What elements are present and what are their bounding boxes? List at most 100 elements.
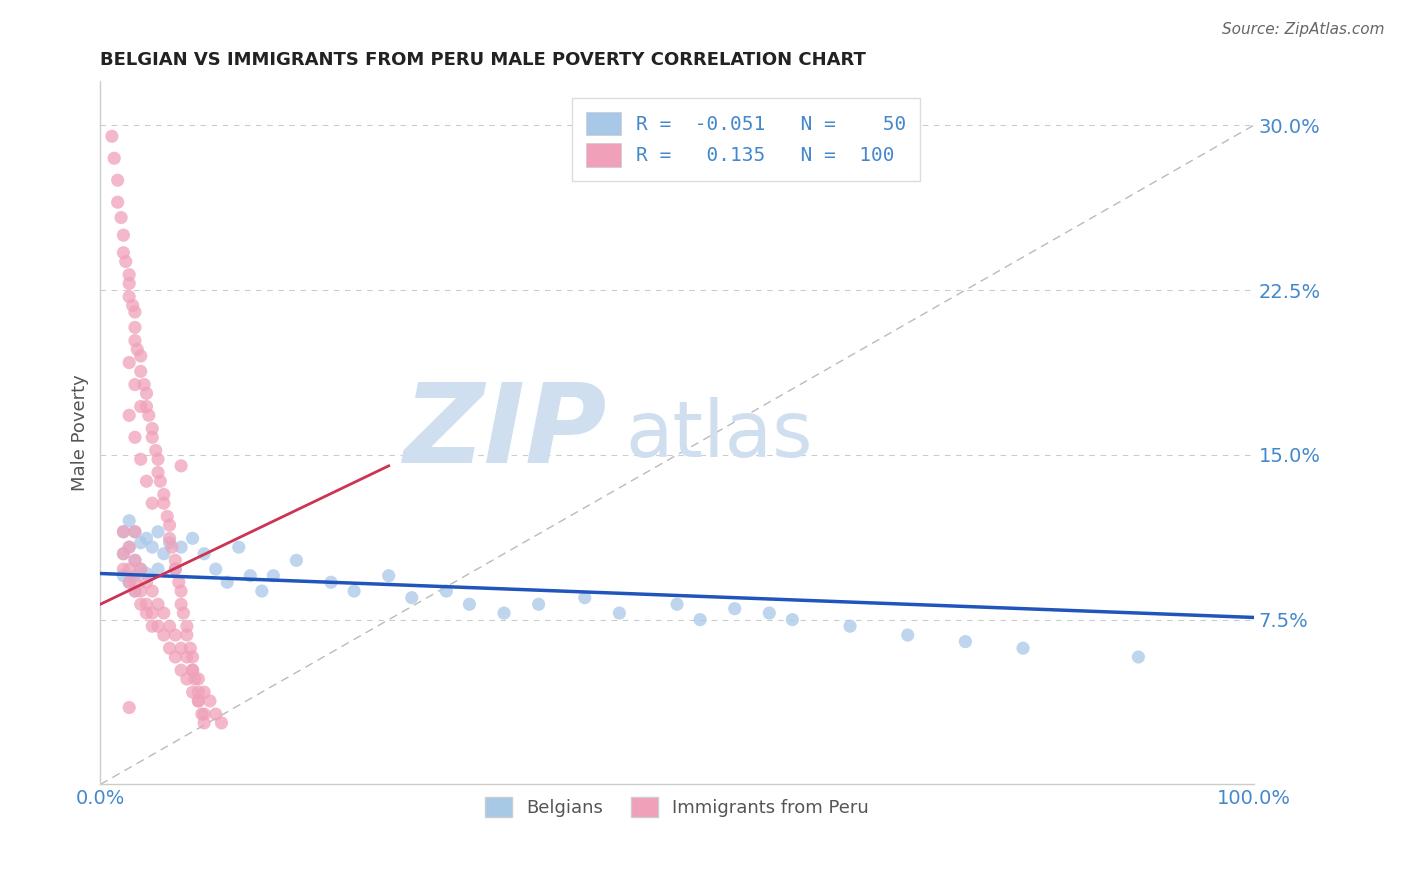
Point	[118, 700, 141, 714]
Point	[401, 591, 423, 605]
Point	[112, 547, 135, 561]
Point	[118, 540, 141, 554]
Point	[124, 524, 146, 539]
Point	[124, 553, 146, 567]
Point	[156, 509, 179, 524]
Point	[118, 562, 141, 576]
Point	[176, 672, 198, 686]
Point	[666, 597, 689, 611]
Point	[181, 532, 204, 546]
Point	[458, 597, 481, 611]
Point	[135, 606, 157, 620]
Point	[138, 409, 160, 423]
Point	[176, 650, 198, 665]
Point	[135, 386, 157, 401]
Point	[118, 268, 141, 282]
Point	[250, 584, 273, 599]
Point	[204, 707, 226, 722]
Point	[141, 606, 163, 620]
Point	[170, 458, 193, 473]
Point	[262, 568, 284, 582]
Point	[118, 355, 141, 369]
Point	[129, 562, 152, 576]
Point	[492, 606, 515, 620]
Point	[135, 566, 157, 581]
Point	[127, 343, 149, 357]
Point	[141, 619, 163, 633]
Point	[112, 228, 135, 243]
Point	[187, 694, 209, 708]
Point	[187, 694, 209, 708]
Point	[146, 562, 169, 576]
Point	[191, 707, 214, 722]
Point	[159, 641, 181, 656]
Point	[124, 377, 146, 392]
Point	[198, 694, 221, 708]
Point	[184, 672, 207, 686]
Point	[103, 151, 125, 165]
Point	[124, 430, 146, 444]
Point	[228, 540, 250, 554]
Point	[118, 409, 141, 423]
Point	[149, 474, 172, 488]
Point	[129, 452, 152, 467]
Point	[112, 245, 135, 260]
Point	[141, 584, 163, 599]
Point	[118, 290, 141, 304]
Point	[377, 568, 399, 582]
Point	[159, 532, 181, 546]
Point	[152, 547, 174, 561]
Point	[141, 540, 163, 554]
Point	[141, 430, 163, 444]
Text: ZIP: ZIP	[405, 379, 607, 486]
Point	[897, 628, 920, 642]
Point	[165, 562, 187, 576]
Point	[129, 535, 152, 549]
Point	[112, 524, 135, 539]
Point	[159, 535, 181, 549]
Point	[124, 575, 146, 590]
Point	[152, 606, 174, 620]
Point	[146, 452, 169, 467]
Point	[181, 650, 204, 665]
Point	[193, 685, 215, 699]
Text: Source: ZipAtlas.com: Source: ZipAtlas.com	[1222, 22, 1385, 37]
Point	[724, 601, 747, 615]
Point	[124, 584, 146, 599]
Point	[152, 496, 174, 510]
Point	[110, 211, 132, 225]
Point	[239, 568, 262, 582]
Point	[118, 575, 141, 590]
Point	[170, 663, 193, 677]
Point	[146, 597, 169, 611]
Point	[135, 532, 157, 546]
Point	[146, 524, 169, 539]
Point	[112, 568, 135, 582]
Point	[170, 641, 193, 656]
Point	[187, 685, 209, 699]
Point	[160, 540, 183, 554]
Point	[146, 466, 169, 480]
Point	[118, 514, 141, 528]
Point	[129, 597, 152, 611]
Point	[112, 562, 135, 576]
Point	[193, 707, 215, 722]
Text: atlas: atlas	[626, 397, 813, 473]
Point	[135, 575, 157, 590]
Point	[181, 663, 204, 677]
Point	[129, 584, 152, 599]
Point	[124, 553, 146, 567]
Point	[839, 619, 862, 633]
Point	[124, 584, 146, 599]
Point	[689, 613, 711, 627]
Point	[176, 619, 198, 633]
Point	[211, 715, 233, 730]
Point	[176, 628, 198, 642]
Point	[574, 591, 596, 605]
Point	[609, 606, 631, 620]
Point	[187, 672, 209, 686]
Point	[135, 597, 157, 611]
Point	[758, 606, 780, 620]
Point	[181, 663, 204, 677]
Point	[165, 628, 187, 642]
